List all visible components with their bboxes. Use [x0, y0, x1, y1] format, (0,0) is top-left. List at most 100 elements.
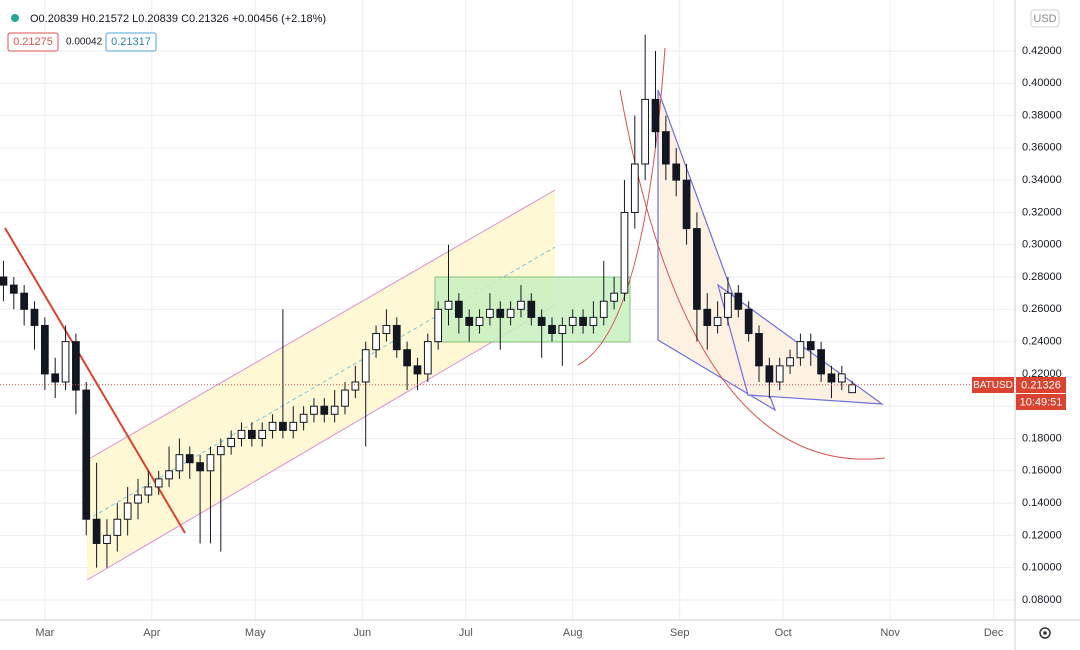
channel-top: [86, 189, 556, 461]
candle-body: [796, 341, 805, 359]
y-tick-label: 0.32000: [1022, 206, 1062, 218]
candle-body: [392, 324, 401, 351]
candle-body: [9, 284, 18, 294]
arc-down: [619, 89, 886, 460]
candle-body: [444, 300, 453, 310]
candle-body: [72, 341, 80, 391]
candle-body: [682, 179, 691, 230]
y-tick-label: 0.18000: [1022, 432, 1062, 444]
ohlc-legend: O0.20839 H0.21572 L0.20839 C0.21326 +0.0…: [30, 13, 326, 25]
candle-body: [599, 300, 608, 318]
gear[interactable]: [1039, 627, 1051, 639]
x-tick-label: Dec: [984, 627, 1004, 639]
price: 0.21326: [1021, 379, 1061, 391]
candle-body: [454, 300, 463, 318]
y-tick-label: 0.42000: [1022, 45, 1062, 57]
countdown: 10:49:51: [1020, 396, 1063, 408]
currency-badge[interactable]: [1030, 9, 1060, 28]
candle-body: [610, 292, 618, 302]
candle-body: [279, 421, 287, 431]
gear-hub: [1043, 631, 1047, 635]
candle-body: [548, 324, 556, 335]
candle-body: [651, 98, 660, 133]
channel-bottom: [86, 304, 556, 581]
currency: USD: [1033, 13, 1056, 25]
candle-body: [423, 341, 432, 375]
candle-body: [103, 534, 111, 544]
settings-icon[interactable]: [1039, 627, 1051, 639]
candle-body: [527, 300, 536, 318]
candle-body: [693, 228, 701, 310]
x-tick-label: Jun: [353, 627, 371, 639]
y-tick-label: 0.10000: [1022, 562, 1062, 574]
candle-body: [786, 357, 794, 367]
candle-body: [837, 373, 846, 383]
candle-body: [185, 454, 194, 464]
candle-body: [196, 462, 204, 472]
candle-body: [672, 163, 681, 181]
candles: [0, 34, 1015, 568]
candle-body: [351, 381, 360, 391]
x-tick-label: May: [245, 627, 266, 639]
candle-body: [113, 518, 122, 536]
candle-body: [403, 349, 411, 367]
candle-body: [61, 341, 70, 383]
candle-body: [558, 324, 567, 335]
y-tick-label: 0.34000: [1022, 174, 1062, 186]
candle-body: [589, 316, 598, 326]
badge-text: 0.00042: [66, 37, 103, 48]
y-tick-label: 0.30000: [1022, 239, 1062, 251]
candle-body: [330, 405, 339, 415]
candle-body: [713, 316, 722, 326]
x-tick-label: Apr: [143, 627, 160, 639]
candle-body: [579, 316, 587, 326]
badge: [105, 32, 157, 52]
candle-body: [806, 341, 815, 351]
candle-body: [568, 316, 577, 326]
y-tick-label: 0.26000: [1022, 303, 1062, 315]
candle-body: [268, 421, 277, 431]
badge-text: 0.21275: [13, 36, 53, 48]
symbol-tag: [972, 377, 1014, 393]
candle-body: [827, 373, 836, 383]
y-tick-label: 0.28000: [1022, 271, 1062, 283]
candle-body: [227, 437, 236, 448]
x-tick-label: Sep: [670, 627, 690, 639]
candle-body: [20, 292, 29, 310]
candle-body: [206, 454, 215, 472]
candle-body: [630, 163, 639, 213]
candle-body: [144, 486, 153, 496]
y-tick-label: 0.16000: [1022, 465, 1062, 477]
candle-body: [775, 365, 784, 383]
badge: [7, 32, 59, 52]
countdown-box: [1016, 394, 1066, 410]
candle-body: [465, 316, 474, 326]
candle-body: [734, 292, 743, 310]
y-tick-label: 0.24000: [1022, 336, 1062, 348]
candle-body: [165, 470, 173, 480]
candle-body: [537, 316, 546, 326]
candle-body: [744, 308, 753, 335]
x-tick-label: Oct: [775, 627, 792, 639]
candle-body: [817, 349, 825, 375]
y-tick-label: 0.22000: [1022, 368, 1062, 380]
price-tag: BATUSD 0.21326 10:49:51: [972, 377, 1066, 410]
status-dot: [11, 14, 19, 22]
candle-body: [134, 494, 142, 504]
candle-body: [434, 308, 443, 343]
candle-body: [30, 308, 39, 326]
candle-body: [289, 421, 298, 431]
candle-body: [258, 429, 267, 439]
candle-body: [154, 478, 163, 488]
y-tick-label: 0.12000: [1022, 529, 1062, 541]
candle-body: [661, 131, 670, 165]
candle-body: [372, 333, 380, 351]
y-tick-label: 0.14000: [1022, 497, 1062, 509]
candle-body: [517, 300, 525, 310]
badge-text: 0.21317: [111, 36, 151, 48]
y-tick-label: 0.36000: [1022, 142, 1062, 154]
candle-body: [765, 365, 774, 383]
candle-body: [486, 308, 494, 318]
